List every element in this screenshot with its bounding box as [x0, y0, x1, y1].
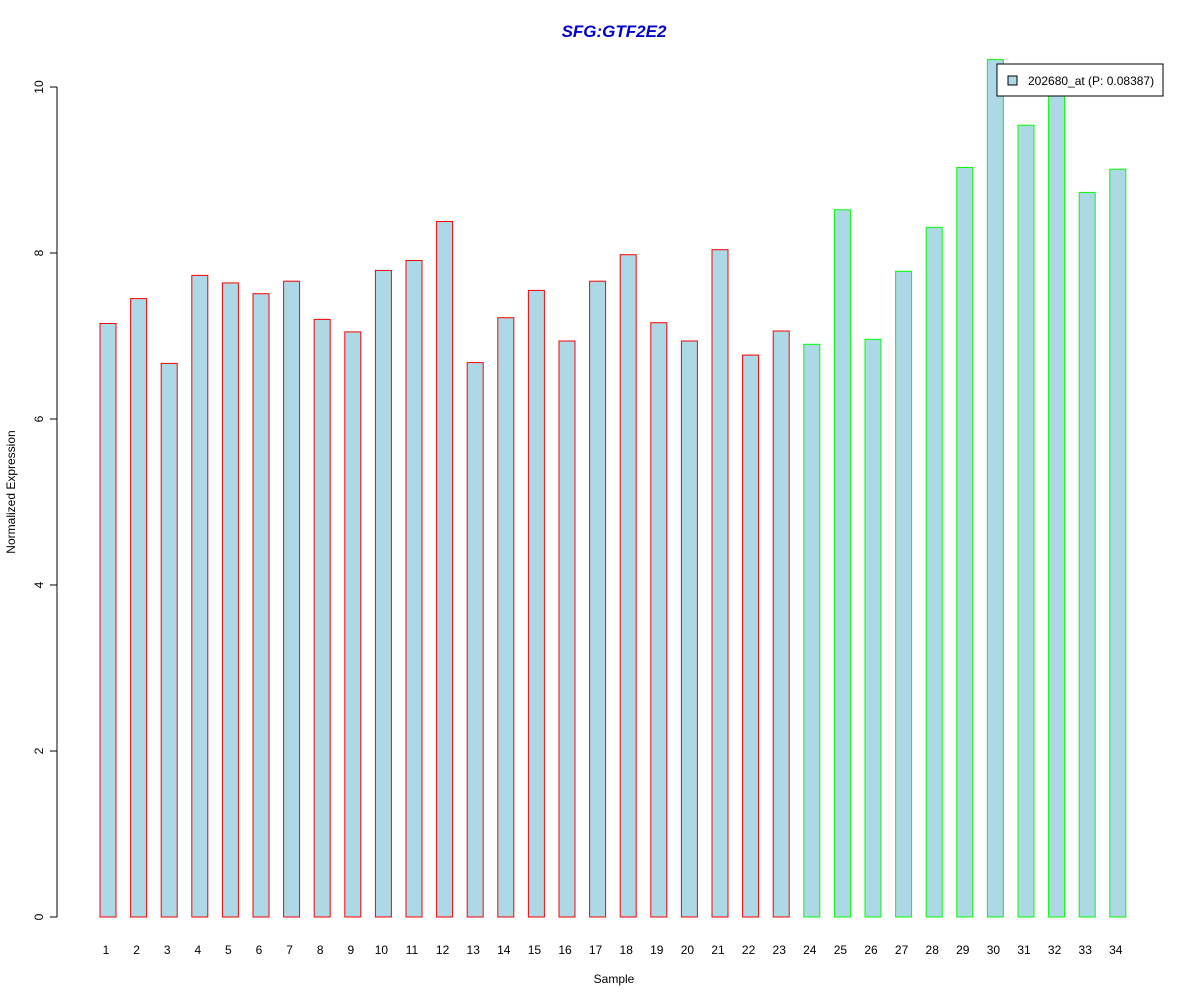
- chart-title: SFG:GTF2E2: [562, 22, 667, 41]
- bar-28: [925, 226, 943, 918]
- bar-4: [191, 274, 209, 918]
- y-tick-label: 0: [32, 913, 46, 920]
- x-tick-label: 7: [286, 943, 293, 957]
- bar-34: [1109, 168, 1127, 918]
- x-tick-label: 6: [256, 943, 263, 957]
- bar-20: [680, 340, 698, 918]
- x-axis-label: Sample: [594, 972, 635, 986]
- x-tick-label: 3: [164, 943, 171, 957]
- bar-33: [1078, 191, 1096, 918]
- y-axis-label: Normalized Expression: [4, 430, 18, 553]
- x-tick-label: 11: [406, 943, 419, 957]
- bar-12: [436, 221, 454, 918]
- x-tick-label: 13: [467, 943, 481, 957]
- x-tick-label: 34: [1109, 943, 1123, 957]
- x-tick-label: 5: [225, 943, 232, 957]
- x-tick-label: 17: [589, 943, 603, 957]
- bar-30: [986, 59, 1004, 918]
- bar-21: [711, 249, 729, 918]
- bar-1: [99, 323, 117, 918]
- x-tick-label: 26: [864, 943, 878, 957]
- y-tick-label: 4: [32, 581, 46, 588]
- bar-23: [772, 330, 790, 918]
- x-tick-label: 18: [620, 943, 634, 957]
- y-tick-label: 2: [32, 747, 46, 754]
- bar-2: [130, 298, 148, 918]
- bar-17: [589, 280, 607, 918]
- bar-6: [252, 293, 270, 918]
- bar-9: [344, 331, 362, 918]
- bar-32: [1048, 90, 1066, 918]
- x-tick-label: 9: [347, 943, 354, 957]
- x-tick-label: 10: [375, 943, 389, 957]
- y-axis: 0 2 4 6 8 10: [32, 80, 58, 920]
- x-tick-label: 29: [956, 943, 970, 957]
- x-tick-label: 25: [834, 943, 848, 957]
- bar-25: [833, 209, 851, 918]
- bar-10: [374, 269, 392, 918]
- x-tick-label: 19: [650, 943, 664, 957]
- bar-11: [405, 260, 423, 918]
- x-tick-label: 20: [681, 943, 695, 957]
- x-tick-label: 8: [317, 943, 324, 957]
- bar-14: [497, 317, 515, 918]
- x-tick-label: 33: [1079, 943, 1093, 957]
- bar-18: [619, 254, 637, 918]
- bar-7: [283, 280, 301, 918]
- bar-27: [895, 270, 913, 918]
- x-tick-labels: 1 2 3 4 5 6 7 8 9 10 11 12 13 14 15 16 17 18 19 20 21 22 23 24 2…: [103, 943, 1123, 957]
- x-tick-label: 16: [558, 943, 572, 957]
- bars: [99, 59, 1127, 918]
- bar-13: [466, 362, 484, 918]
- x-tick-label: 12: [436, 943, 450, 957]
- bar-5: [221, 282, 239, 918]
- x-tick-label: 21: [711, 943, 725, 957]
- bar-3: [160, 362, 178, 918]
- bar-24: [803, 343, 821, 918]
- x-tick-label: 31: [1017, 943, 1031, 957]
- y-tick-label: 10: [32, 80, 46, 94]
- x-tick-label: 27: [895, 943, 909, 957]
- x-tick-label: 28: [926, 943, 940, 957]
- bar-15: [527, 289, 545, 918]
- bar-22: [742, 354, 760, 918]
- x-tick-label: 4: [194, 943, 201, 957]
- x-tick-label: 1: [103, 943, 110, 957]
- bar-29: [956, 167, 974, 918]
- bar-31: [1017, 124, 1035, 918]
- bar-19: [650, 322, 668, 918]
- x-tick-label: 23: [773, 943, 787, 957]
- x-tick-label: 15: [528, 943, 542, 957]
- bar-8: [313, 318, 331, 918]
- bar-16: [558, 340, 576, 918]
- legend-box: [996, 63, 1164, 97]
- x-tick-label: 32: [1048, 943, 1062, 957]
- x-tick-label: 14: [497, 943, 511, 957]
- x-tick-label: 24: [803, 943, 817, 957]
- x-tick-label: 2: [133, 943, 140, 957]
- legend-label: 202680_at (P: 0.08387): [1028, 74, 1154, 88]
- x-tick-label: 22: [742, 943, 756, 957]
- bar-26: [864, 338, 882, 918]
- y-tick-label: 6: [32, 415, 46, 422]
- x-tick-label: 30: [987, 943, 1001, 957]
- y-tick-label: 8: [32, 249, 46, 256]
- legend-swatch: [1007, 75, 1018, 86]
- legend: 202680_at (P: 0.08387): [996, 63, 1164, 97]
